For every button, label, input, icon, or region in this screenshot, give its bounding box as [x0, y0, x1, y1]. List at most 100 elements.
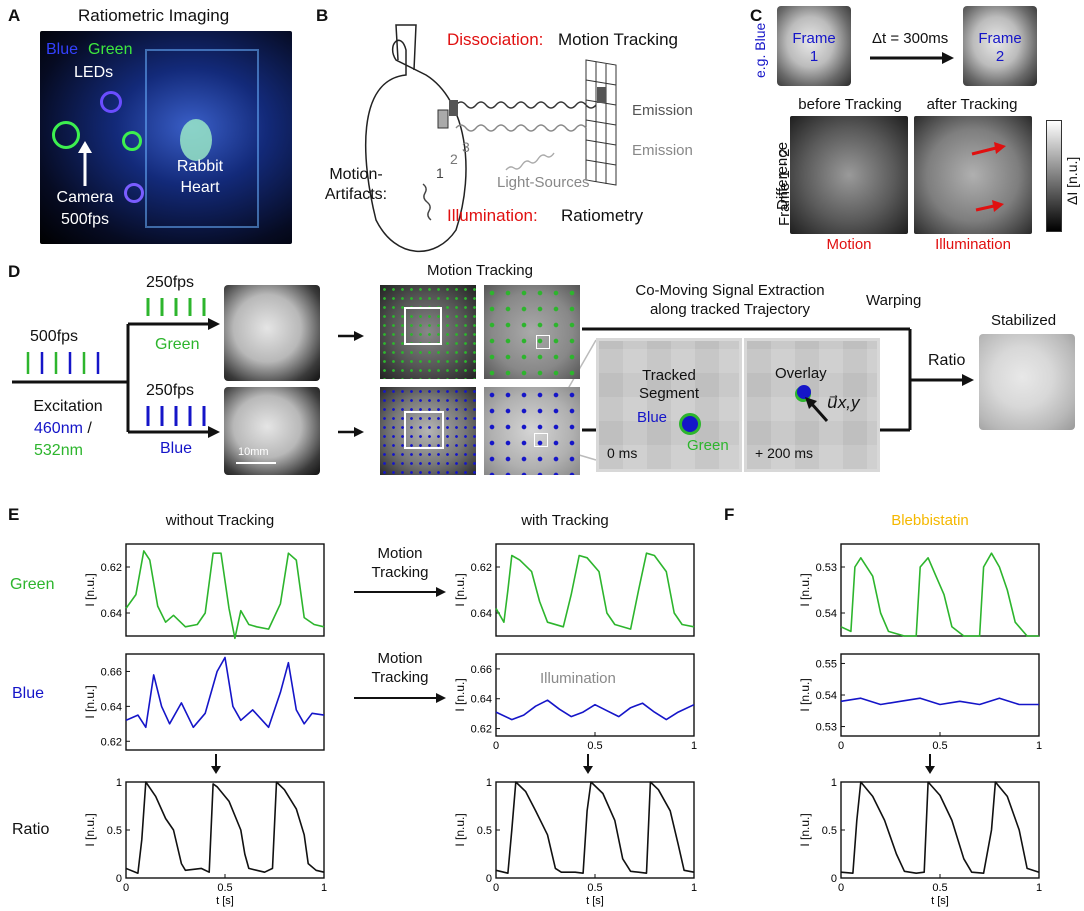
led-ring [100, 91, 122, 113]
row-label-blue: Blue [12, 685, 45, 702]
motion-tracking-arrow-2-label-a: Motion [377, 650, 423, 667]
green-channel-label: Green [155, 336, 200, 353]
chart-e-ratio-without: 0 0.5 1 I [n.u.] 0 0.5 1 t [s] [83, 778, 327, 907]
panel-b-diagram: 1 2 3 [365, 24, 617, 253]
emission-label-1: Emission [632, 102, 693, 119]
down-arrow-e2 [583, 754, 593, 774]
y-tick-label: 0 [831, 873, 837, 885]
illumination-annotation: Illumination [540, 670, 616, 687]
delta-t-arrow [870, 52, 954, 64]
y-tick-label: 0.55 [816, 658, 837, 670]
y-tick-label: 0.5 [477, 825, 492, 837]
setup-photo: Blue Green LEDs Rabbit Heart Camera 500f… [40, 31, 292, 244]
label-heart: Heart [180, 179, 220, 196]
red-arrows [971, 142, 1006, 212]
overlay-blue-dot [797, 385, 811, 399]
label-camera: Camera [56, 189, 114, 206]
artifact-num-1: 1 [436, 165, 444, 181]
y-axis-label: I [n.u.] [453, 813, 467, 846]
series-line [840, 781, 1040, 874]
series-line [125, 656, 325, 729]
panel-label-a: A [8, 6, 21, 25]
frame-1-number: 1 [809, 48, 819, 65]
panel-label-d: D [8, 262, 21, 281]
y-tick-label: 0.54 [816, 690, 837, 702]
y-tick-label: 1 [831, 778, 837, 789]
fps-250-green-label: 250fps [146, 274, 195, 291]
row-label-ratio: Ratio [12, 821, 50, 838]
x-tick-label: 1 [1036, 740, 1042, 752]
ratiometry-label: Ratiometry [561, 206, 644, 225]
chart-f-green: 0.53 0.54 I [n.u.] [798, 543, 1040, 637]
colorbar-label: ΔI [n.u.] [1064, 156, 1080, 205]
x-tick-label: 0 [838, 882, 844, 894]
x-tick-label: 1 [691, 740, 697, 752]
panel-label-b: B [316, 6, 329, 25]
illumination-caption: Illumination [935, 236, 1011, 253]
emission-label-2: Emission [632, 142, 693, 159]
x-tick-label: 0.5 [932, 882, 947, 894]
motion-tracking-arrow-1-label-b: Tracking [371, 564, 429, 581]
green-tracking-grid [380, 285, 476, 379]
x-tick-label: 1 [1036, 882, 1042, 894]
frame-2-image [963, 6, 1037, 86]
time-200ms-label: + 200 ms [755, 445, 813, 461]
after-tracking-label: after Tracking [926, 96, 1018, 113]
x-tick-label: 0.5 [932, 740, 947, 752]
y-axis-label: I [n.u.] [453, 573, 467, 606]
artifact-num-3: 3 [462, 139, 470, 155]
chart-e-green-without: 0.62 0.64 I [n.u.] [83, 543, 325, 640]
x-axis-label: t [s] [216, 895, 234, 907]
led-ring [122, 131, 142, 151]
panel-label-e: E [8, 505, 20, 524]
y-axis-label: I [n.u.] [83, 813, 97, 846]
y-tick-label: 0.64 [471, 608, 492, 620]
scale-bar [236, 462, 276, 464]
panel-d-flow [12, 298, 974, 461]
label-blue: Blue [46, 41, 79, 58]
scale-bar-label: 10mm [238, 446, 269, 458]
series-line [495, 699, 695, 721]
tracked-label-1: Tracked [642, 367, 696, 384]
excitation-wavelengths: 460nm / [34, 420, 92, 438]
plot-frame [125, 543, 325, 637]
label-green: Green [88, 41, 133, 58]
y-tick-label: 1 [486, 778, 492, 789]
artifact-num-2: 2 [450, 151, 458, 167]
frame-1-label: Frame [792, 30, 836, 47]
x-tick-label: 0 [838, 740, 844, 752]
tracked-label-2: Segment [638, 385, 700, 402]
blebbistatin-title: Blebbistatin [891, 512, 969, 529]
camera-arrow [78, 141, 92, 186]
vector-arrow [805, 397, 829, 422]
label-rabbit: Rabbit [176, 158, 224, 175]
y-tick-label: 0.62 [101, 736, 122, 748]
blue-tracking-grid [380, 387, 476, 475]
plot-frame [125, 653, 325, 751]
panel-label-f: F [724, 505, 735, 524]
chart-e-blue-with: 0.62 0.64 0.66 I [n.u.] 0 0.5 1 [453, 653, 697, 752]
y-tick-label: 0.5 [822, 825, 837, 837]
y-tick-label: 0.62 [471, 724, 492, 736]
y-axis-label: I [n.u.] [798, 678, 812, 711]
blue-frame-image [224, 387, 320, 475]
plot-frame [840, 543, 1040, 637]
warping-label: Warping [866, 292, 922, 309]
blue-channel-label: Blue [160, 440, 193, 457]
y-tick-label: 0.5 [107, 825, 122, 837]
series-line [495, 781, 695, 874]
illumination-label: Illumination: [447, 206, 538, 225]
before-tracking-label: before Tracking [798, 96, 902, 113]
comoving-label-1: Co-Moving Signal Extraction [635, 282, 825, 299]
motion-tracking-arrow-2-label-b: Tracking [371, 669, 429, 686]
chart-f-blue: 0.53 0.54 0.55 I [n.u.] 0 0.5 1 [798, 653, 1042, 752]
with-tracking-title: with Tracking [521, 512, 609, 529]
fps-500-label: 500fps [30, 328, 79, 345]
y-tick-label: 0.53 [816, 722, 837, 734]
ratio-label: Ratio [928, 352, 966, 369]
x-tick-label: 0 [493, 740, 499, 752]
frame-2-label: Frame [978, 30, 1022, 47]
tracked-dot [679, 413, 701, 435]
series-line [125, 550, 325, 640]
green-ticks [146, 298, 206, 316]
